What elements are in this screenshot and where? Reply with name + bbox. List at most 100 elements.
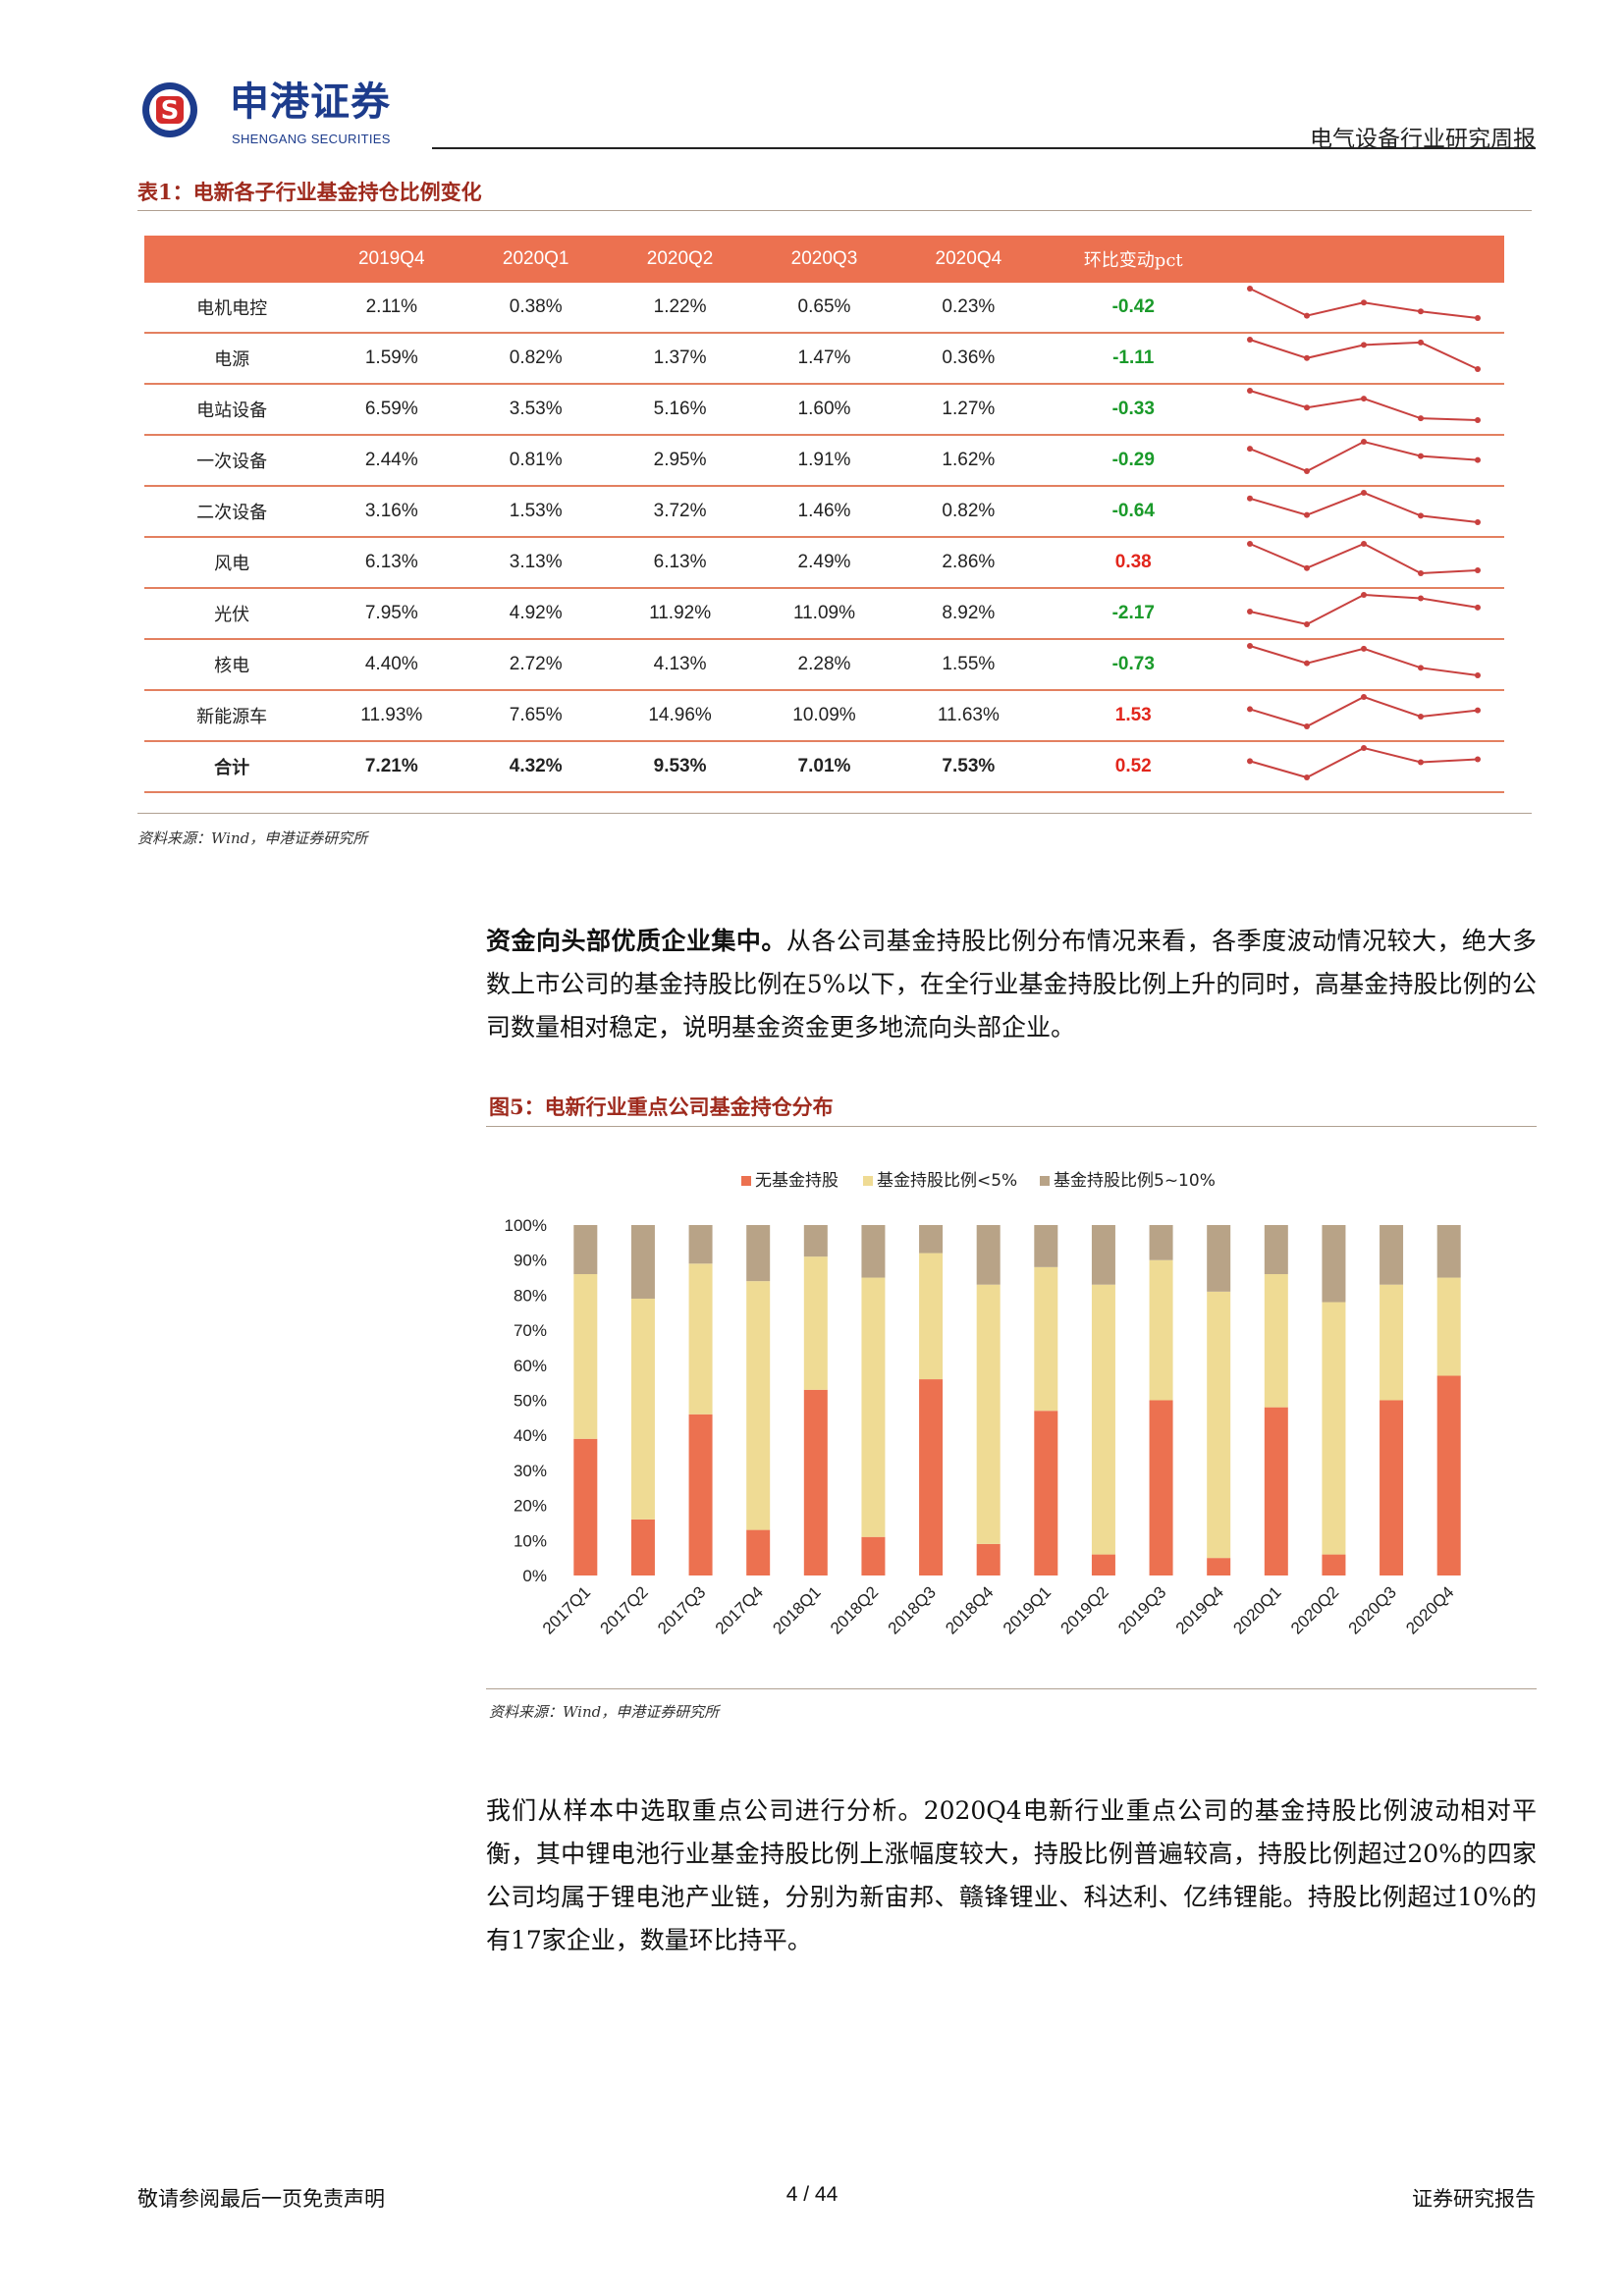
bar-segment: [1322, 1302, 1346, 1555]
table-cell: 4.40%: [319, 639, 464, 691]
company-logo: S: [142, 82, 197, 137]
sparkline: [1247, 592, 1482, 627]
change-cell: -0.42: [1040, 283, 1226, 334]
sparkline-point: [1304, 312, 1311, 319]
sparkline: [1247, 490, 1482, 525]
table-cell: 2.28%: [752, 639, 896, 691]
y-tick-label: 70%: [514, 1321, 547, 1340]
legend-label: 基金持股比例<5%: [877, 1171, 1017, 1191]
bar-segment: [919, 1379, 944, 1575]
sparkline-cell: [1225, 639, 1504, 691]
sparkline: [1247, 388, 1482, 423]
x-tick-label: 2018Q4: [942, 1582, 997, 1637]
table-cell: 4.92%: [463, 588, 609, 640]
table-cell: 7.65%: [463, 690, 609, 742]
table-cell: 2.95%: [608, 435, 753, 487]
bar-segment: [1264, 1273, 1288, 1408]
sparkline-point: [1247, 643, 1254, 649]
legend-swatch: [1040, 1176, 1050, 1186]
row-label: 电源: [144, 333, 320, 385]
table-cell: 0.81%: [463, 435, 609, 487]
bar-segment: [1322, 1554, 1346, 1575]
sparkline-point: [1475, 417, 1482, 423]
sparkline-point: [1418, 665, 1425, 671]
sparkline-point: [1418, 595, 1425, 602]
table-cell: 7.53%: [895, 741, 1041, 793]
bar-segment: [1264, 1407, 1288, 1575]
change-cell: -0.29: [1040, 435, 1226, 487]
row-label: 二次设备: [144, 486, 320, 538]
sparkline: [1247, 439, 1482, 474]
sparkline-point: [1304, 723, 1311, 729]
sparkline-point: [1304, 774, 1311, 780]
row-label: 光伏: [144, 588, 320, 640]
sparkline: [1247, 643, 1482, 678]
x-tick-label: 2017Q2: [597, 1582, 652, 1637]
sparkline-point: [1418, 570, 1425, 576]
table-row: 二次设备 3.16% 1.53% 3.72% 1.46% 0.82% -0.64: [144, 486, 1504, 538]
sparkline-line: [1249, 440, 1479, 473]
bar-segment: [861, 1225, 886, 1278]
table-cell: 11.63%: [895, 690, 1041, 742]
table-header-cell: 2020Q1: [463, 236, 609, 283]
bar-segment: [630, 1298, 655, 1520]
table-cell: 1.47%: [752, 333, 896, 385]
bar-segment: [1091, 1225, 1115, 1285]
table-cell: 11.09%: [752, 588, 896, 640]
sparkline-point: [1361, 439, 1368, 445]
bar-segment: [573, 1438, 598, 1575]
x-tick-label: 2020Q3: [1345, 1582, 1400, 1637]
sparkline-point: [1361, 342, 1368, 348]
sparkline-cell: [1225, 283, 1504, 334]
x-tick-label: 2018Q3: [885, 1582, 940, 1637]
sparkline-point: [1247, 286, 1254, 292]
sparkline-point: [1247, 446, 1254, 453]
change-cell: -2.17: [1040, 588, 1226, 640]
table-cell: 2.86%: [895, 537, 1041, 589]
sparkline-point: [1418, 415, 1425, 422]
paragraph-key-companies: 我们从样本中选取重点公司进行分析。2020Q4电新行业重点公司的基金持股比例波动…: [486, 1796, 1537, 1954]
x-tick-label: 2017Q4: [712, 1582, 767, 1637]
table-caption: 表1：电新各子行业基金持仓比例变化: [137, 180, 482, 204]
x-tick-label: 2020Q4: [1402, 1582, 1457, 1637]
company-name: 申港证券: [230, 80, 391, 125]
table-cell: 1.37%: [608, 333, 753, 385]
bar-segment: [976, 1543, 1001, 1575]
chart-source: 资料来源：Wind，申港证券研究所: [489, 1703, 720, 1721]
table-cell: 3.53%: [463, 384, 609, 436]
bar-segment: [861, 1536, 886, 1575]
table-cell: 3.13%: [463, 537, 609, 589]
x-tick-label: 2017Q3: [654, 1582, 709, 1637]
table-header-row: 2019Q4 2020Q1 2020Q2 2020Q3 2020Q4 环比变动p…: [144, 236, 1504, 283]
chart-caption-divider: [486, 1126, 1537, 1127]
sparkline-point: [1361, 396, 1368, 402]
table-row: 电源 1.59% 0.82% 1.37% 1.47% 0.36% -1.11: [144, 333, 1504, 385]
sparkline-cell: [1225, 486, 1504, 538]
table-header-cell: [1225, 236, 1504, 283]
sparkline-point: [1418, 308, 1425, 315]
sparkline-point: [1475, 456, 1482, 463]
table-cell: 2.72%: [463, 639, 609, 691]
bar-segment: [1380, 1400, 1404, 1575]
sparkline-cell: [1225, 435, 1504, 487]
sparkline-point: [1361, 645, 1368, 652]
page-number: 4 / 44: [785, 2183, 839, 2206]
sparkline-line: [1250, 695, 1479, 728]
change-cell: 1.53: [1040, 690, 1226, 742]
sparkline-line: [1250, 390, 1479, 421]
sparkline-point: [1247, 706, 1254, 713]
bar-segment: [1149, 1259, 1173, 1401]
bar-segment: [803, 1225, 828, 1257]
sparkline-point: [1475, 707, 1482, 714]
svg-text:S: S: [161, 96, 180, 126]
table-header-cell: 2019Q4: [319, 236, 464, 283]
table-cell: 1.27%: [895, 384, 1041, 436]
bar-segment: [976, 1284, 1001, 1544]
sparkline: [1247, 337, 1482, 372]
table-header-cell: 2020Q2: [608, 236, 753, 283]
sparkline: [1247, 745, 1482, 780]
table-cell: 8.92%: [895, 588, 1041, 640]
bar-segment: [1091, 1554, 1115, 1575]
table-cell: 1.53%: [463, 486, 609, 538]
change-cell: 0.38: [1040, 537, 1226, 589]
